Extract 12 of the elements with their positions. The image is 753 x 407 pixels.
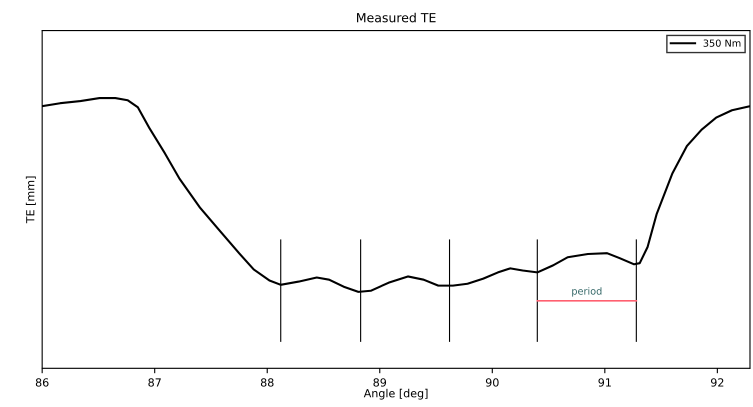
x-tick-label: 90 — [486, 378, 499, 387]
annotation: period — [572, 287, 602, 297]
x-tick-label: 92 — [710, 378, 724, 387]
x-tick-label: 87 — [148, 378, 161, 387]
x-tick-label: 91 — [598, 378, 611, 387]
legend-label: 350 Nm — [704, 39, 740, 47]
chart-title: Measured TE — [357, 12, 436, 22]
x-axis-title: Angle [deg] — [364, 388, 428, 400]
y-axis-title: TE [mm] — [26, 176, 36, 224]
x-tick-label: 86 — [36, 378, 49, 387]
x-tick-label: 88 — [260, 378, 274, 387]
x-tick-label: 89 — [373, 378, 386, 387]
